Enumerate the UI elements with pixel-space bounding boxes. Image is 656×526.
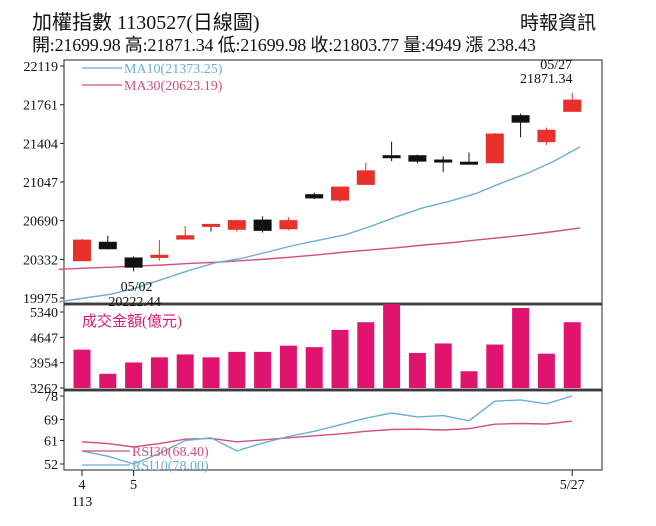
volume-bar <box>486 344 504 388</box>
price-panel-frame <box>63 59 603 305</box>
legend-label: RSI10(78.00) <box>132 459 209 474</box>
price-tick-label: 21404 <box>23 137 58 152</box>
volume-tick-label: 5340 <box>30 306 58 321</box>
legend-label: MA10(21373.25) <box>124 62 223 77</box>
volume-axis: 5340 4647 3954 3262 <box>30 306 64 397</box>
volume-bar <box>408 352 426 388</box>
candle-body <box>331 186 349 201</box>
ohlc-summary: 開:21699.98 高:21871.34 低:21699.98 收:21803… <box>32 35 536 55</box>
candlesticks <box>73 92 582 272</box>
volume-bar <box>279 345 297 388</box>
rsi-lines <box>81 395 573 465</box>
candle-body <box>73 239 91 262</box>
volume-bar <box>99 373 117 388</box>
x-axis: 4 5 5/27 113 <box>72 470 585 510</box>
rsi30-line <box>81 420 573 448</box>
x-tick-label: 5 <box>130 478 137 493</box>
candle-body <box>537 129 556 143</box>
price-tick-label: 21047 <box>23 176 58 191</box>
rsi-tick-label: 61 <box>44 434 58 449</box>
candle-body <box>563 99 582 112</box>
high-date-label: 05/27 <box>540 58 572 73</box>
moving-averages <box>58 146 581 303</box>
volume-bar <box>150 357 168 388</box>
volume-bars <box>73 303 581 388</box>
low-date-label: 05/02 <box>121 280 153 295</box>
candle-body <box>253 219 272 231</box>
rsi-panel-frame <box>63 389 603 471</box>
volume-bar <box>254 351 272 388</box>
volume-bar <box>125 362 143 388</box>
volume-bar <box>73 349 91 388</box>
volume-bar <box>383 303 401 388</box>
candle-body <box>150 254 169 258</box>
volume-bar <box>331 329 349 388</box>
x-year-label: 113 <box>72 495 92 510</box>
volume-bar <box>176 354 194 388</box>
low-value-label: 20222.44 <box>108 295 161 310</box>
rsi-tick-label: 52 <box>44 458 58 473</box>
volume-bar <box>434 343 452 388</box>
rsi-tick-label: 69 <box>44 414 58 429</box>
volume-bar <box>460 371 478 388</box>
volume-bar <box>357 322 375 388</box>
ma10-line <box>58 146 581 303</box>
candle-body <box>434 159 453 163</box>
price-tick-label: 19975 <box>23 292 58 307</box>
ma30-line <box>58 227 581 270</box>
candle-body <box>511 115 530 123</box>
candle-body <box>408 155 427 162</box>
price-tick-label: 21761 <box>23 99 58 114</box>
volume-bar <box>305 347 323 388</box>
rsi10-line <box>81 395 573 465</box>
price-tick-label: 22119 <box>24 60 58 75</box>
legend-label: RSI30(68.40) <box>132 445 209 460</box>
source-label: 時報資訊 <box>520 13 597 34</box>
price-legend: MA10(21373.25) MA30(20623.19) <box>82 62 223 94</box>
volume-title-group: 成交金額(億元) <box>82 312 182 330</box>
chart-title: 加權指數 1130527(日線圖) <box>32 12 260 34</box>
candle-body <box>382 155 401 159</box>
candle-body <box>124 257 143 268</box>
price-axis: 22119 21761 21404 21047 20690 20332 19975 <box>23 60 64 307</box>
candle-body <box>227 220 246 230</box>
volume-tick-label: 4647 <box>30 331 58 346</box>
volume-bar <box>202 357 220 388</box>
x-tick-label: 4 <box>79 478 86 493</box>
candle-body <box>356 170 375 185</box>
candle-body <box>176 235 195 240</box>
volume-bar <box>512 307 530 388</box>
volume-tick-label: 3262 <box>30 382 58 397</box>
volume-bar <box>228 351 246 388</box>
candle-body <box>279 220 298 230</box>
rsi-tick-label: 78 <box>44 390 58 405</box>
volume-tick-label: 3954 <box>30 357 58 372</box>
price-tick-label: 20690 <box>23 215 58 230</box>
high-value-label: 21871.34 <box>520 72 573 87</box>
rsi-legend: RSI30(68.40)RSI10(78.00) <box>82 445 209 474</box>
candle-body <box>460 161 478 165</box>
candle-body <box>485 133 504 164</box>
rsi-axis: 78 69 61 52 <box>44 390 64 473</box>
candle-body <box>305 194 324 199</box>
volume-bar <box>537 353 555 388</box>
candle-body <box>202 223 220 227</box>
legend-label: MA30(20623.19) <box>124 79 223 94</box>
volume-title: 成交金額(億元) <box>82 312 182 330</box>
x-tick-label: 5/27 <box>560 478 585 493</box>
candle-body <box>98 241 117 250</box>
price-tick-label: 20332 <box>23 253 58 268</box>
volume-bar <box>563 322 581 388</box>
